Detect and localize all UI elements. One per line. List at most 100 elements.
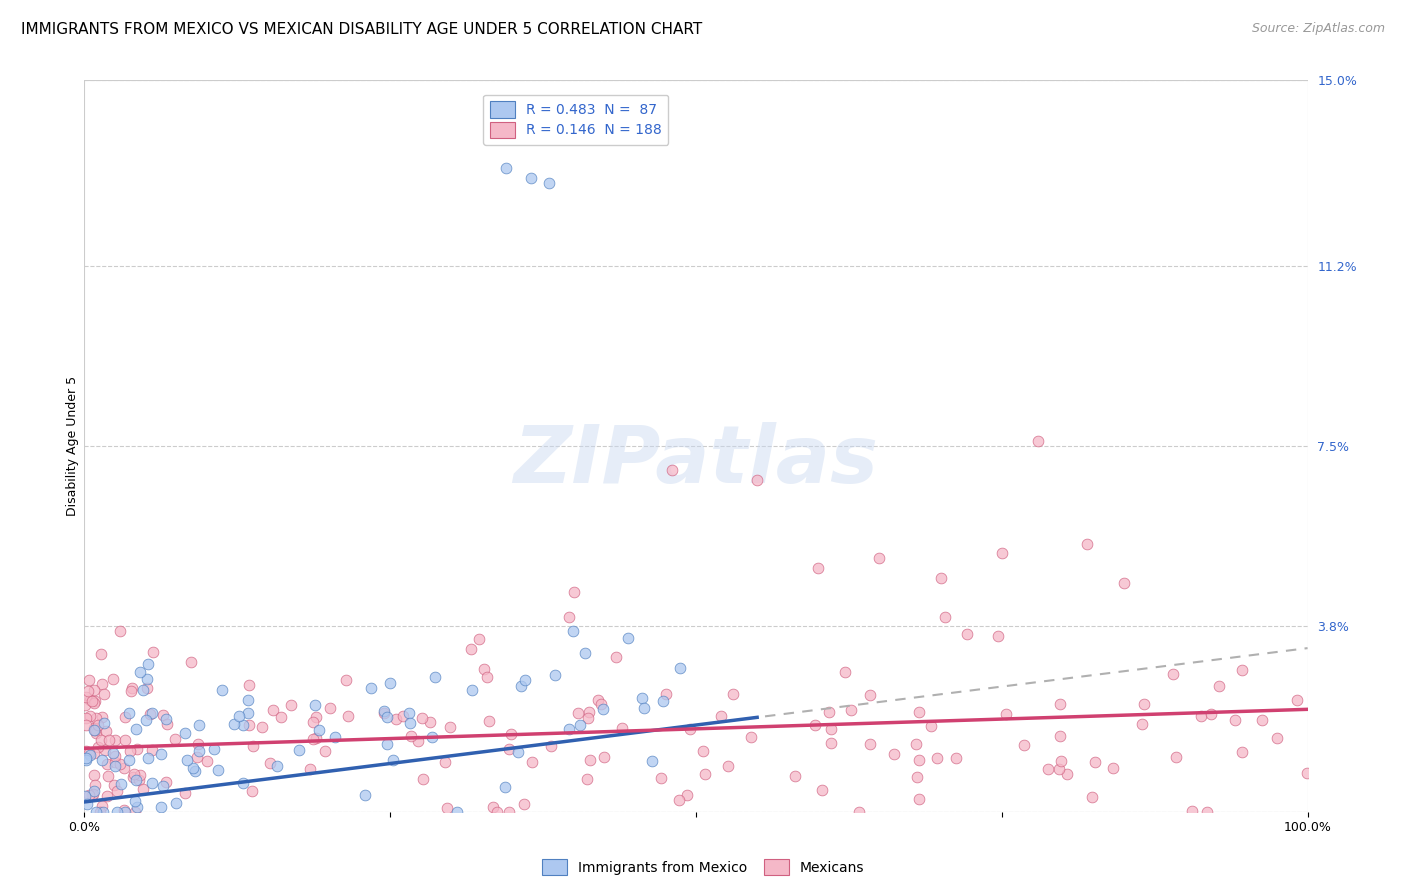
- Point: [373, 704, 395, 718]
- Point: [305, 710, 328, 724]
- Point: [1232, 663, 1254, 677]
- Point: [84, 725, 107, 739]
- Point: [110, 624, 132, 639]
- Point: [302, 714, 325, 729]
- Point: [375, 710, 398, 724]
- Point: [641, 754, 664, 768]
- Point: [139, 706, 162, 721]
- Point: [477, 670, 499, 684]
- Point: [834, 665, 856, 679]
- Point: [91, 710, 114, 724]
- Point: [141, 775, 163, 789]
- Point: [1295, 765, 1317, 780]
- Point: [335, 673, 357, 687]
- Point: [908, 753, 931, 767]
- Point: [236, 693, 259, 707]
- Point: [905, 738, 928, 752]
- Point: [136, 751, 159, 765]
- Legend: Immigrants from Mexico, Mexicans: Immigrants from Mexico, Mexicans: [536, 854, 870, 880]
- Point: [302, 731, 325, 746]
- Point: [1114, 575, 1136, 590]
- Point: [630, 690, 652, 705]
- Point: [740, 730, 762, 744]
- Point: [1208, 679, 1230, 693]
- Point: [820, 736, 842, 750]
- Point: [128, 772, 150, 787]
- Point: [420, 730, 443, 744]
- Point: [174, 726, 197, 740]
- Point: [124, 805, 146, 819]
- Point: [540, 739, 562, 753]
- Point: [494, 780, 516, 794]
- Point: [1232, 745, 1254, 759]
- Point: [114, 805, 136, 819]
- Point: [93, 716, 115, 731]
- Point: [188, 743, 211, 757]
- Point: [304, 698, 326, 712]
- Point: [298, 762, 321, 776]
- Point: [83, 723, 105, 737]
- Point: [125, 742, 148, 756]
- Point: [398, 706, 420, 720]
- Point: [543, 668, 565, 682]
- Point: [495, 161, 517, 175]
- Point: [180, 656, 202, 670]
- Point: [84, 778, 107, 792]
- Point: [165, 796, 187, 810]
- Point: [228, 708, 250, 723]
- Point: [138, 657, 160, 671]
- Point: [1181, 804, 1204, 818]
- Point: [820, 723, 842, 737]
- Point: [377, 737, 399, 751]
- Point: [77, 789, 100, 803]
- Point: [1049, 762, 1071, 776]
- Point: [538, 176, 561, 190]
- Point: [187, 718, 209, 732]
- Point: [661, 463, 683, 477]
- Point: [515, 673, 537, 687]
- Point: [392, 709, 415, 723]
- Point: [114, 710, 136, 724]
- Point: [314, 744, 336, 758]
- Point: [907, 791, 929, 805]
- Point: [75, 744, 97, 758]
- Point: [1080, 790, 1102, 805]
- Point: [94, 742, 117, 756]
- Point: [576, 711, 599, 725]
- Point: [236, 706, 259, 720]
- Point: [883, 747, 905, 762]
- Point: [308, 723, 330, 737]
- Point: [224, 716, 246, 731]
- Point: [994, 707, 1017, 722]
- Point: [319, 701, 342, 715]
- Point: [478, 714, 501, 728]
- Point: [679, 722, 702, 736]
- Point: [232, 717, 254, 731]
- Point: [125, 722, 148, 736]
- Point: [1166, 750, 1188, 764]
- Point: [945, 750, 967, 764]
- Point: [562, 585, 585, 599]
- Point: [1049, 729, 1071, 743]
- Point: [202, 742, 225, 756]
- Point: [668, 793, 690, 807]
- Point: [211, 683, 233, 698]
- Point: [485, 805, 508, 819]
- Point: [270, 710, 292, 724]
- Point: [104, 759, 127, 773]
- Point: [135, 681, 157, 695]
- Point: [510, 680, 533, 694]
- Point: [110, 756, 132, 771]
- Point: [186, 750, 208, 764]
- Point: [323, 730, 346, 744]
- Point: [174, 786, 197, 800]
- Point: [501, 726, 523, 740]
- Point: [87, 718, 110, 732]
- Point: [79, 747, 101, 762]
- Point: [869, 551, 891, 566]
- Point: [142, 645, 165, 659]
- Point: [925, 750, 948, 764]
- Point: [612, 722, 634, 736]
- Point: [498, 805, 520, 819]
- Point: [1286, 693, 1309, 707]
